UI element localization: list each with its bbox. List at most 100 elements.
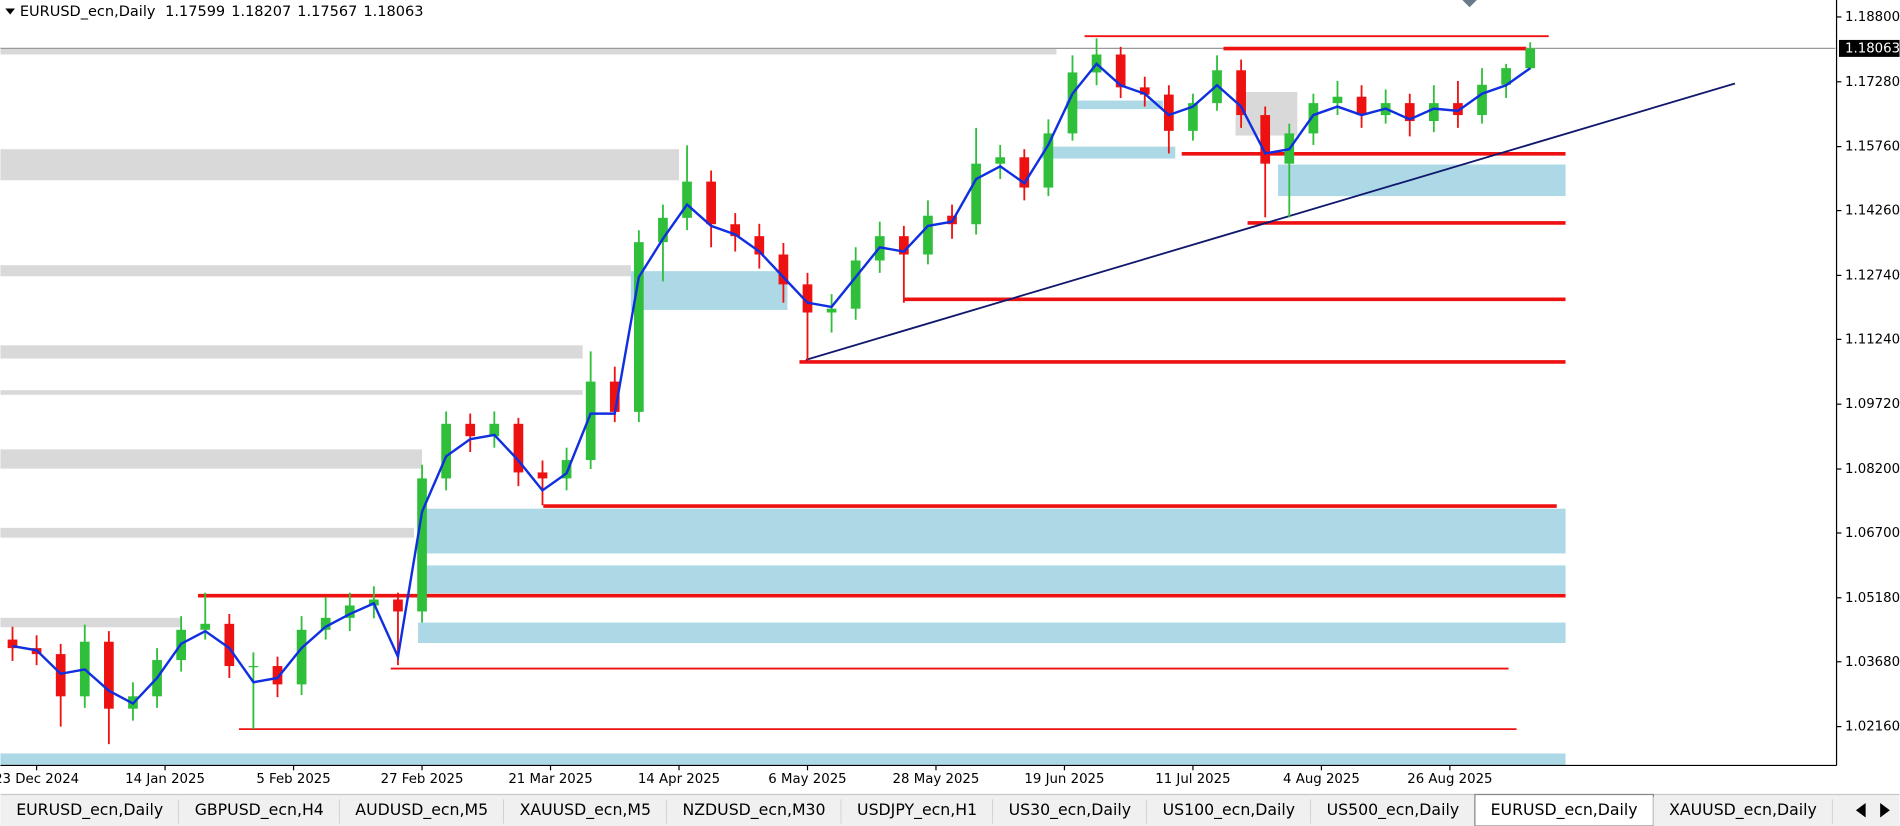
candle-body — [417, 478, 427, 612]
candle-body — [1188, 103, 1198, 131]
candle-body — [585, 381, 596, 461]
ma-line — [12, 62, 1531, 706]
candle-body — [1308, 103, 1319, 134]
tab[interactable] — [1653, 796, 1833, 826]
candle-body — [224, 623, 235, 667]
low-value: 1.17567 — [297, 4, 357, 20]
y-tick-label: 1.18800 — [1845, 10, 1900, 25]
tab[interactable] — [178, 796, 340, 826]
tab-label[interactable]: GBPUSD_ecn,H4 — [195, 800, 324, 820]
x-tick-label: 27 Feb 2025 — [381, 772, 464, 787]
x-tick-label: 28 May 2025 — [893, 772, 980, 787]
x-tick-label: 4 Aug 2025 — [1283, 772, 1360, 787]
tab-label[interactable]: EURUSD_ecn,Daily — [1491, 800, 1638, 820]
candle-body — [296, 629, 307, 685]
y-tick-label: 1.15760 — [1845, 140, 1900, 155]
candle-body — [995, 157, 1006, 164]
zone — [1066, 100, 1164, 110]
zone — [0, 48, 1057, 55]
candle-body — [1404, 103, 1415, 122]
x-tick-label: 19 Jun 2025 — [1024, 772, 1104, 787]
y-tick-label: 1.02160 — [1845, 720, 1900, 735]
shift-marker — [1462, 0, 1477, 8]
candle-body — [971, 163, 981, 225]
x-tick-label: 11 Jul 2025 — [1155, 772, 1230, 787]
zone — [0, 527, 415, 538]
x-tick-label: 14 Apr 2025 — [638, 772, 720, 787]
x-tick-label: 21 Mar 2025 — [508, 772, 592, 787]
x-tick-label: 6 May 2025 — [768, 772, 846, 787]
candle-body — [923, 215, 933, 255]
plot-area — [0, 35, 1836, 766]
candle-body — [1236, 70, 1246, 116]
tabs: EURUSD_ecn,Daily GBPUSD_ecn,H4 AUDUSD_ecn,… — [0, 793, 1877, 826]
candle-body — [344, 605, 355, 618]
candle-body — [634, 242, 644, 412]
zone — [634, 280, 782, 289]
candle-body — [1067, 72, 1078, 134]
tab-label[interactable]: US100_ecn,Daily — [1163, 800, 1296, 820]
tab[interactable] — [1474, 793, 1654, 826]
candle-body — [682, 181, 692, 218]
zone — [1278, 164, 1566, 197]
x-tick-label: 23 Dec 2024 — [0, 772, 79, 787]
tab[interactable] — [992, 796, 1147, 826]
tab-scroll-left[interactable] — [1855, 802, 1866, 818]
tab[interactable] — [841, 796, 993, 826]
tab-scroll-right[interactable] — [1880, 802, 1890, 818]
candle-body — [706, 181, 716, 225]
candle-body — [489, 423, 500, 437]
tab-label[interactable]: EURUSD_ecn,Daily — [16, 800, 163, 820]
candle-body — [609, 381, 620, 412]
current-price-box — [1838, 39, 1900, 57]
close-value: 1.18063 — [363, 4, 423, 20]
tab-label[interactable]: XAUUSD_ecn,Daily — [1669, 800, 1817, 820]
candle-body — [320, 617, 331, 630]
y-tick-label: 1.08200 — [1845, 462, 1900, 477]
tab-label[interactable]: XAUUSD_ecn,M5 — [520, 800, 651, 820]
candle-body — [55, 654, 66, 697]
tab[interactable] — [1146, 796, 1311, 826]
candle-body — [393, 599, 403, 612]
tab[interactable] — [1310, 796, 1475, 826]
y-tick-label: 1.17280 — [1845, 75, 1900, 90]
candle-body — [537, 472, 548, 479]
y-tick-label: 1.03680 — [1845, 655, 1900, 670]
zone — [0, 449, 423, 469]
menu-arrow[interactable] — [5, 8, 15, 15]
candle-body — [1332, 96, 1343, 104]
candle-body — [730, 224, 741, 237]
tab-label[interactable]: US30_ecn,Daily — [1009, 800, 1132, 820]
zone — [630, 271, 788, 310]
tab[interactable] — [666, 796, 842, 826]
tab[interactable] — [0, 796, 179, 826]
tab-label[interactable]: AUDUSD_ecn,M5 — [355, 800, 488, 820]
candle-body — [658, 217, 668, 243]
zone — [418, 508, 1566, 554]
zone — [0, 265, 631, 277]
trendline — [805, 82, 1736, 361]
y-tick-label: 1.11240 — [1845, 332, 1900, 347]
symbol: EURUSD_ecn,Daily — [20, 4, 156, 20]
candle-body — [1043, 133, 1054, 188]
tab-label[interactable]: NZDUSD_ecn,M30 — [683, 800, 826, 820]
candle-body — [1501, 68, 1511, 85]
zone — [1041, 146, 1176, 159]
tab[interactable] — [339, 796, 504, 826]
x-tick-label: 26 Aug 2025 — [1407, 772, 1492, 787]
zone — [0, 617, 182, 628]
candle-body — [1019, 157, 1030, 188]
y-tick-label: 1.14260 — [1845, 204, 1900, 219]
y-tick-label: 1.09720 — [1845, 397, 1900, 412]
candle-body — [802, 284, 813, 313]
tab-label[interactable]: USDJPY_ecn,H1 — [857, 800, 977, 820]
y-tick-label: 1.05180 — [1845, 591, 1900, 606]
tab-label[interactable]: US500_ecn,Daily — [1327, 800, 1460, 820]
candle-body — [441, 423, 451, 479]
tab[interactable] — [503, 796, 667, 826]
candle-body — [1525, 48, 1536, 69]
candle-body — [248, 666, 259, 668]
